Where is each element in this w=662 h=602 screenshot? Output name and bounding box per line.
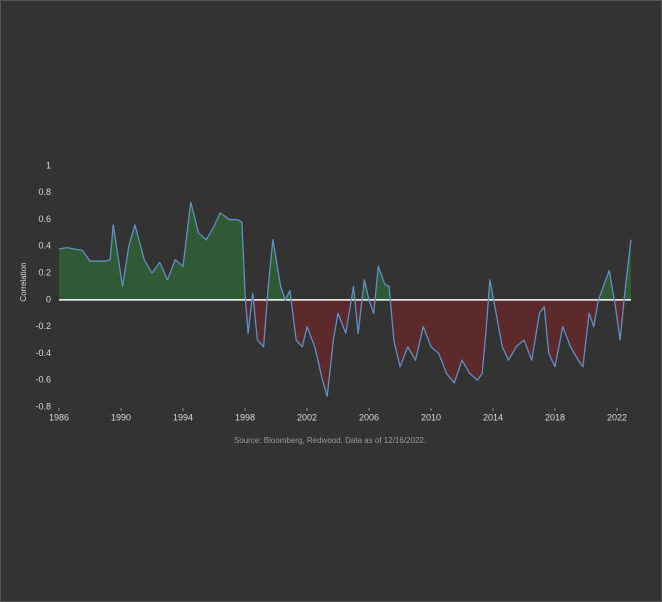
x-tick-label: 2006: [359, 412, 379, 422]
source-note: Source: Bloomberg, Redwood. Data as of 1…: [234, 436, 426, 445]
y-tick-label: 0.2: [38, 267, 51, 277]
y-tick-label: -0.2: [35, 321, 51, 331]
y-axis-label: Correlation: [19, 262, 28, 301]
x-tick-label: 2018: [545, 412, 565, 422]
y-tick-label: 0.6: [38, 214, 51, 224]
positive-area: [59, 202, 631, 300]
x-tick-label: 1994: [173, 412, 193, 422]
x-tick-label: 1998: [235, 412, 255, 422]
x-tick-label: 2002: [297, 412, 317, 422]
y-tick-label: -0.8: [35, 401, 51, 411]
x-tick-label: 2014: [483, 412, 503, 422]
y-tick-label: 1: [46, 160, 51, 170]
y-tick-label: 0: [46, 294, 51, 304]
y-tick-label: -0.6: [35, 375, 51, 385]
y-tick-label: -0.4: [35, 348, 51, 358]
x-tick-label: 1990: [111, 412, 131, 422]
y-tick-label: 0.8: [38, 187, 51, 197]
x-tick-label: 1986: [49, 412, 69, 422]
x-tick-label: 2022: [607, 412, 627, 422]
x-tick-label: 2010: [421, 412, 441, 422]
negative-area: [59, 299, 631, 397]
correlation-line: [58, 201, 632, 397]
y-tick-label: 0.4: [38, 241, 51, 251]
